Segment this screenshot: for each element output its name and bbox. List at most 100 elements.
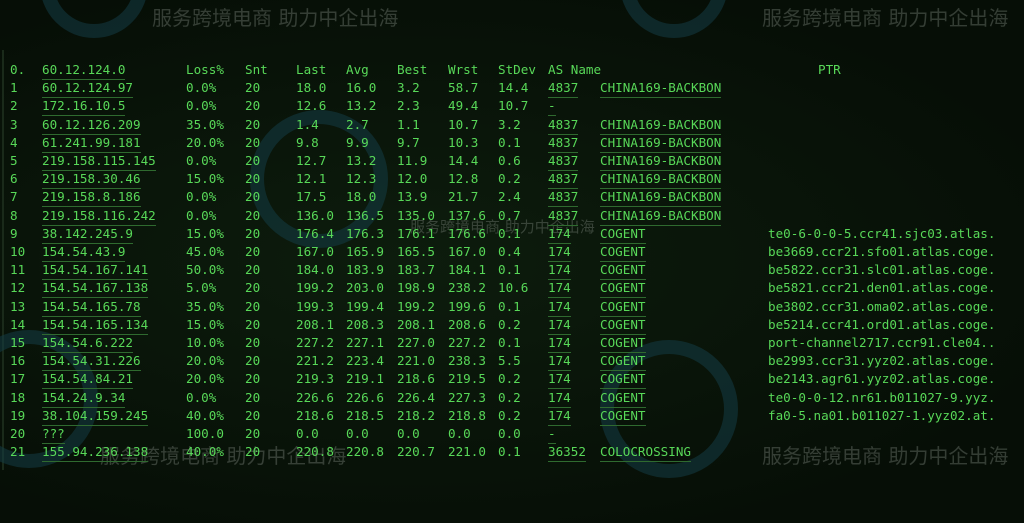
cell-asname: CHINA169-BACKBON xyxy=(600,188,722,208)
cell-hop: 3 xyxy=(10,116,18,132)
cell-stdev: 0.0 xyxy=(498,426,521,441)
cell-hop: 1 xyxy=(10,80,18,96)
cell-avg: 176.3 xyxy=(346,225,384,241)
cell-snt: 20 xyxy=(245,244,261,259)
cell-best: 226.4 xyxy=(397,389,435,405)
cell-snt: 20 xyxy=(245,153,261,168)
cell-asn: 174 xyxy=(548,334,571,353)
cell-hop: 2 xyxy=(10,98,18,114)
cell-ptr: fa0-5.na01.b011027-1.yyz02.at. xyxy=(768,407,996,423)
cell-avg: 136.5 xyxy=(346,207,384,223)
cell-best: 218.2 xyxy=(397,407,435,423)
cell-best: 218.6 xyxy=(397,371,435,387)
cell-snt: 20 xyxy=(245,335,261,350)
hop-row: 1 60.12.124.97 0.0% 20 18.0 16.0 3.2 58.7 14.4 48… xyxy=(0,79,1024,99)
cell-wrst: 10.3 xyxy=(448,134,479,150)
cell-snt: 20 xyxy=(245,353,261,369)
cell-stdev: 5.5 xyxy=(498,353,521,369)
cell-last: 136.0 xyxy=(296,207,334,223)
cell-ptr: te0-0-0-12.nr61.b011027-9.yyz. xyxy=(768,389,996,405)
cell-last: 227.2 xyxy=(296,335,334,350)
cell-last: 218.6 xyxy=(296,407,334,423)
cell-avg: 203.0 xyxy=(346,280,384,296)
cell-asn: 4837 xyxy=(548,152,579,171)
window-edge xyxy=(2,50,4,470)
cell-asn: 174 xyxy=(548,261,571,281)
cell-asn: 174 xyxy=(548,316,571,335)
cell-wrst: 221.0 xyxy=(448,444,486,460)
cell-best: 12.0 xyxy=(397,171,428,187)
cell-avg: 9.9 xyxy=(346,134,369,150)
cell-stdev: 0.1 xyxy=(498,444,521,460)
cell-snt: 20 xyxy=(245,189,261,205)
cell-snt: 20 xyxy=(245,116,261,132)
cell-host: 172.16.10.5 xyxy=(42,97,126,117)
cell-best: 208.1 xyxy=(397,316,435,332)
watermark-text: 服务跨境电商 助力中企出海 xyxy=(152,6,399,30)
cell-wrst: 227.3 xyxy=(448,389,486,405)
cell-host: 154.54.167.141 xyxy=(42,261,149,281)
cell-host: ??? xyxy=(42,425,65,444)
cell-asn: 174 xyxy=(548,298,571,317)
cell-hop: 6 xyxy=(10,171,18,187)
hop-row: 16 154.54.31.226 20.0% 20 221.2 223.4 221.0 238… xyxy=(0,352,1024,372)
cell-best: 176.1 xyxy=(397,225,435,241)
cell-loss: 0.0% xyxy=(186,80,217,96)
cell-asn: 4837 xyxy=(548,207,579,226)
cell-snt: 20 xyxy=(245,316,261,332)
cell-stdev: 10.6 xyxy=(498,280,529,296)
cell-stdev: 0.7 xyxy=(498,207,521,223)
cell-loss: 0.0% xyxy=(186,207,217,223)
header-snt: Snt xyxy=(245,62,268,77)
cell-asn: - xyxy=(548,97,556,117)
cell-last: 12.1 xyxy=(296,171,327,187)
cell-asn: 174 xyxy=(548,279,571,299)
cell-loss: 35.0% xyxy=(186,298,224,314)
cell-asname: COGENT xyxy=(600,334,646,353)
cell-last: 226.6 xyxy=(296,389,334,405)
cell-stdev: 0.2 xyxy=(498,171,521,187)
cell-wrst: 14.4 xyxy=(448,153,479,168)
hop-row: 11 154.54.167.141 50.0% 20 184.0 183.9 183.7 18… xyxy=(0,261,1024,281)
cell-loss: 35.0% xyxy=(186,116,224,132)
watermark-logo-icon xyxy=(40,0,148,38)
cell-wrst: 176.6 xyxy=(448,225,486,241)
cell-snt: 20 xyxy=(245,426,261,441)
watermark-text: 服务跨境电商 助力中企出海 xyxy=(100,444,347,468)
cell-avg: 12.3 xyxy=(346,171,377,187)
cell-asn: 4837 xyxy=(548,188,579,208)
cell-host: 219.158.116.242 xyxy=(42,207,156,226)
cell-host: 154.54.6.222 xyxy=(42,334,133,353)
cell-wrst: 238.2 xyxy=(448,280,486,296)
cell-stdev: 0.1 xyxy=(498,298,521,314)
cell-asn: 174 xyxy=(548,370,571,390)
cell-asn: 4837 xyxy=(548,134,579,153)
cell-asname: CHINA169-BACKBON xyxy=(600,207,722,226)
cell-wrst: 58.7 xyxy=(448,80,479,96)
cell-last: 0.0 xyxy=(296,426,319,441)
cell-last: 184.0 xyxy=(296,262,334,278)
cell-loss: 15.0% xyxy=(186,225,224,241)
cell-snt: 20 xyxy=(245,444,261,460)
cell-wrst: 49.4 xyxy=(448,98,479,114)
cell-asn: 174 xyxy=(548,407,571,426)
cell-avg: 0.0 xyxy=(346,426,369,441)
cell-best: 227.0 xyxy=(397,335,435,350)
cell-best: 199.2 xyxy=(397,298,435,314)
cell-snt: 20 xyxy=(245,98,261,114)
header-best: Best xyxy=(397,62,428,77)
cell-stdev: 0.2 xyxy=(498,389,521,405)
cell-asname: COGENT xyxy=(600,370,646,390)
cell-avg: 16.0 xyxy=(346,80,377,96)
hop-row: 3 60.12.126.209 35.0% 20 1.4 2.7 1.1 10.7 3.2 483… xyxy=(0,116,1024,135)
cell-ptr: port-channel2717.ccr91.cle04.. xyxy=(768,335,996,350)
cell-stdev: 0.2 xyxy=(498,407,521,423)
cell-wrst: 218.8 xyxy=(448,407,486,423)
cell-hop: 15 xyxy=(10,335,26,350)
cell-avg: 183.9 xyxy=(346,262,384,278)
cell-hop: 19 xyxy=(10,407,26,423)
cell-wrst: 12.8 xyxy=(448,171,479,187)
cell-host: 154.54.165.134 xyxy=(42,316,149,335)
cell-wrst: 167.0 xyxy=(448,244,486,259)
cell-ptr: be2143.agr61.yyz02.atlas.coge. xyxy=(768,371,996,387)
